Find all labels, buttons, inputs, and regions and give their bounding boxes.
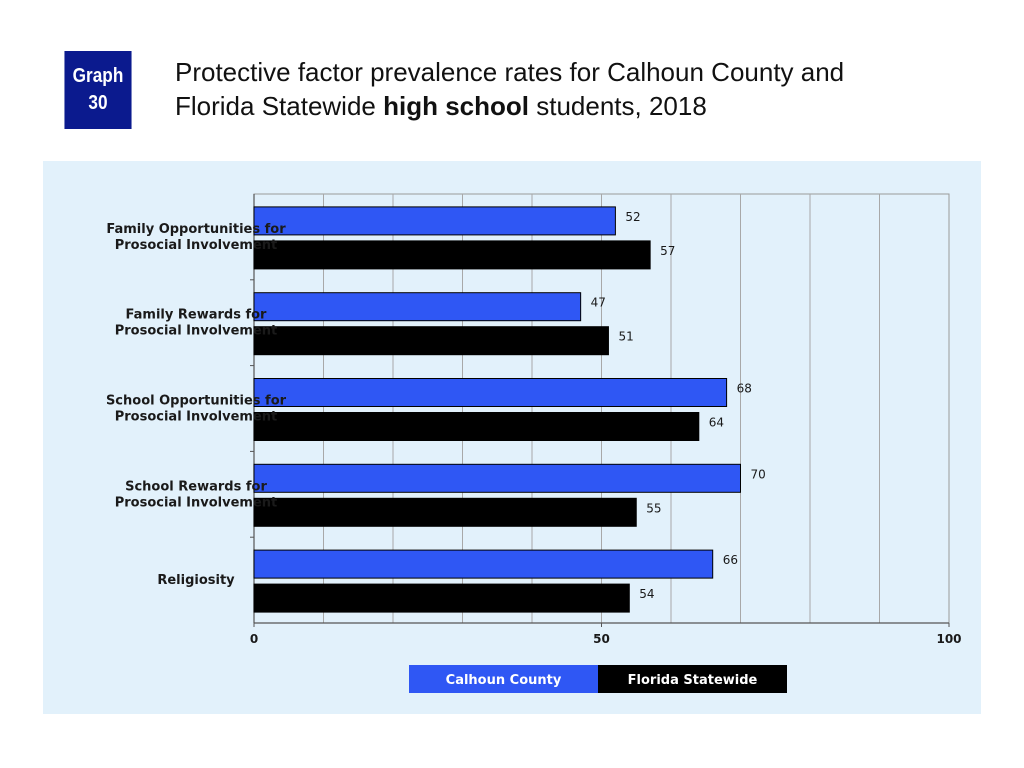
data-label: 47 [591,296,606,310]
data-label: 51 [618,330,633,344]
data-label: 52 [625,210,640,224]
category-label: Prosocial Involvement [115,324,278,339]
bar [253,412,700,441]
graph-number-badge: Graph 30 [64,51,132,129]
title-part-3: students, 2018 [529,91,707,121]
data-label: 54 [639,587,654,601]
bar [253,463,741,493]
bar [253,583,630,613]
category-label: Prosocial Involvement [115,410,278,425]
legend-swatch [598,665,787,693]
bar [253,206,616,236]
bar [253,497,637,527]
chart-panel: 0 50 100 52 57 Family Opportunities for Prosoc… [43,161,981,714]
badge-line-1: Graph [72,65,124,87]
data-label: 55 [646,501,661,515]
data-label: 68 [737,382,752,396]
legend-swatch [409,665,598,693]
bar [253,292,582,322]
page-title: Protective factor prevalence rates for C… [175,55,995,123]
category-label: Family Rewards for [126,308,268,323]
x-tick-label: 0 [250,632,258,646]
legend-label: Florida Statewide [628,673,758,688]
title-bold: high school [383,91,529,121]
category-label: Religiosity [157,573,235,588]
data-label: 64 [709,416,724,430]
category-label: School Rewards for [125,479,267,494]
bar [253,549,714,579]
bar [253,378,728,407]
data-label: 57 [660,244,675,258]
category-label: Prosocial Involvement [115,495,278,510]
category-label: Prosocial Involvement [115,238,278,253]
bar [253,240,651,270]
category-label: School Opportunities for [106,394,287,409]
title-part-1: Protective factor prevalence rates for C… [175,57,845,87]
x-tick-label: 50 [593,632,610,646]
bar [253,326,609,356]
x-tick-label: 100 [936,632,961,646]
data-label: 66 [723,553,738,567]
legend-label: Calhoun County [446,673,562,688]
badge-line-2: 30 [88,92,108,114]
data-label: 70 [751,467,766,481]
category-label: Family Opportunities for [106,222,286,237]
title-part-2: Florida Statewide [175,91,384,121]
